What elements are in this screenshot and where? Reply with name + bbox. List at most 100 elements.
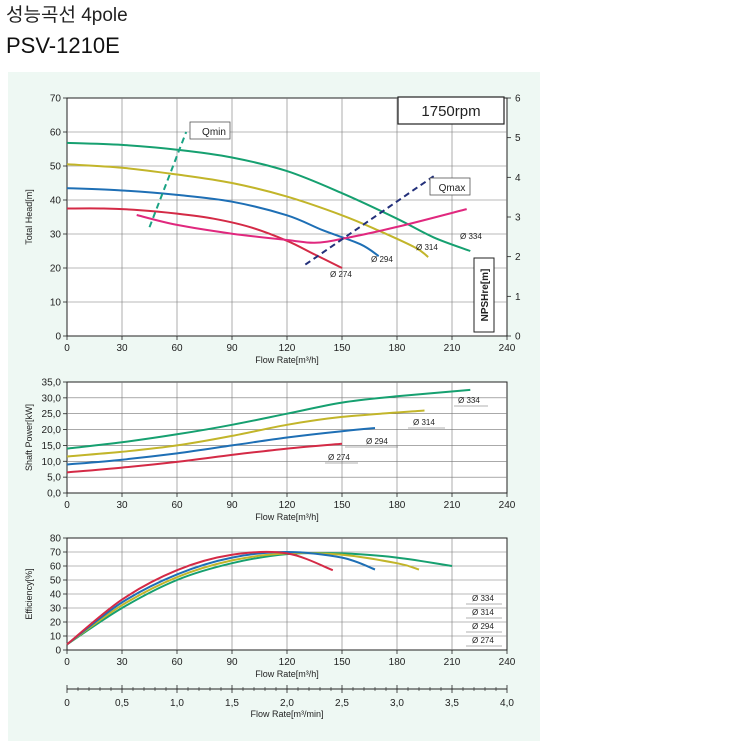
qmax-label-box (429, 177, 471, 196)
head-xtick-label: 210 (444, 343, 461, 354)
head-xtick-label: 120 (279, 343, 296, 354)
efficiency-ytick-label: 20 (50, 618, 62, 629)
power-xtick-label: 90 (226, 500, 238, 511)
head-y2tick-label: 4 (515, 173, 521, 184)
head-y-axis-label: Total Head[m] (24, 189, 34, 245)
flow-min-tick-label: 0 (64, 698, 70, 709)
head-ytick-label: 10 (50, 298, 62, 309)
efficiency-y-axis-label: Efficiency[%] (24, 568, 34, 619)
efficiency-xtick-label: 30 (116, 657, 128, 668)
power-curve-d334 (66, 388, 471, 450)
speed-label: 1750rpm (421, 103, 480, 120)
power-curve-d314 (66, 409, 425, 458)
efficiency-xtick-label: 180 (389, 657, 406, 668)
power-y-axis-label: Shaft Power[kW] (24, 404, 34, 471)
model-title: PSV-1210E (6, 33, 120, 58)
qmin-label: Qmin (202, 127, 226, 138)
head-xtick-label: 90 (226, 343, 238, 354)
power-ytick-label: 25,0 (42, 409, 62, 420)
efficiency-ytick-label: 80 (50, 534, 62, 545)
head-ytick-label: 40 (50, 196, 62, 207)
head-ytick-label: 50 (50, 162, 62, 173)
flow-min-tick-label: 0,5 (115, 698, 129, 709)
power-xtick-label: 150 (334, 500, 351, 511)
power-ytick-label: 15,0 (42, 441, 62, 452)
power-xtick-label: 30 (116, 500, 128, 511)
power-curve-d294 (66, 427, 376, 466)
flow-min-tick-label: 2,5 (335, 698, 349, 709)
power-ytick-label: 20,0 (42, 425, 62, 436)
efficiency-xtick-label: 210 (444, 657, 461, 668)
efficiency-ytick-label: 30 (50, 604, 62, 615)
head-curve-d294 (66, 187, 380, 257)
head-xtick-label: 60 (171, 343, 183, 354)
efficiency-xtick-label: 0 (64, 657, 70, 668)
efficiency-curve-d334 (66, 551, 453, 646)
efficiency-legend-label: Ø 294 (472, 622, 494, 631)
head-xtick-label: 0 (64, 343, 70, 354)
head-xtick-label: 180 (389, 343, 406, 354)
head-curve-d274 (66, 207, 343, 269)
efficiency-xtick-label: 60 (171, 657, 183, 668)
head-xtick-label: 30 (116, 343, 128, 354)
head-ytick-label: 20 (50, 264, 62, 275)
efficiency-xtick-label: 120 (279, 657, 296, 668)
head-xtick-label: 240 (499, 343, 516, 354)
efficiency-legend-label: Ø 274 (472, 636, 494, 645)
efficiency-legend-label: Ø 334 (472, 594, 494, 603)
power-x-axis-label: Flow Rate[m³/h] (255, 512, 319, 522)
efficiency-ytick-label: 40 (50, 590, 62, 601)
flow-min-tick-label: 4,0 (500, 698, 514, 709)
head-curve-d314 (66, 163, 429, 258)
head-xtick-label: 150 (334, 343, 351, 354)
flow-min-tick-label: 3,5 (445, 698, 459, 709)
power-ytick-label: 35,0 (42, 378, 62, 389)
efficiency-xtick-label: 150 (334, 657, 351, 668)
power-series-label: Ø 294 (366, 437, 388, 446)
efficiency-curve-d294 (66, 550, 376, 646)
head-ytick-label: 0 (55, 332, 61, 343)
page-heading: 성능곡선 4pole (6, 5, 128, 26)
head-series-label: Ø 294 (371, 255, 393, 264)
flow-min-tick-label: 1,0 (170, 698, 184, 709)
npsh-label-box (473, 257, 495, 333)
power-ytick-label: 10,0 (42, 457, 62, 468)
head-series-label: Ø 334 (460, 232, 482, 241)
power-curve-d274 (66, 442, 343, 474)
efficiency-ytick-label: 70 (50, 548, 62, 559)
head-y2tick-label: 0 (515, 332, 521, 343)
head-y2tick-label: 2 (515, 252, 521, 263)
power-ytick-label: 0,0 (47, 489, 61, 500)
flow-min-tick-label: 2,0 (280, 698, 294, 709)
head-ytick-label: 30 (50, 230, 62, 241)
qmax-label: Qmax (439, 183, 466, 194)
efficiency-ytick-label: 0 (55, 646, 61, 657)
head-y2-axis-label: NPSHre[m] (480, 269, 491, 322)
flow-min-axis-label: Flow Rate[m³/min] (250, 709, 323, 719)
head-series-label: Ø 314 (416, 243, 438, 252)
efficiency-x-axis-label: Flow Rate[m³/h] (255, 669, 319, 679)
head-series-label: Ø 274 (330, 270, 352, 279)
chart-panel: 0 30 60 90 120 150 180 210 240 0 10 20 30 40 50 60 70 Flo… (8, 72, 540, 741)
power-series-label: Ø 314 (413, 418, 435, 427)
head-y2tick-label: 6 (515, 94, 521, 105)
qmax-line (304, 175, 435, 266)
head-curve-d334 (66, 141, 471, 252)
power-series-label: Ø 334 (458, 396, 480, 405)
flow-min-tick-label: 3,0 (390, 698, 404, 709)
power-xtick-label: 180 (389, 500, 406, 511)
flow-min-tick-label: 1,5 (225, 698, 239, 709)
power-xtick-label: 210 (444, 500, 461, 511)
efficiency-curve-d314 (66, 552, 420, 646)
power-xtick-label: 0 (64, 500, 70, 511)
speed-box (397, 96, 505, 125)
power-xtick-label: 240 (499, 500, 516, 511)
efficiency-xtick-label: 240 (499, 657, 516, 668)
efficiency-legend-label: Ø 314 (472, 608, 494, 617)
power-xtick-label: 60 (171, 500, 183, 511)
efficiency-xtick-label: 90 (226, 657, 238, 668)
efficiency-ytick-label: 50 (50, 576, 62, 587)
head-y2tick-label: 3 (515, 213, 521, 224)
npsh-curve (136, 208, 467, 244)
qmin-line (148, 131, 188, 228)
